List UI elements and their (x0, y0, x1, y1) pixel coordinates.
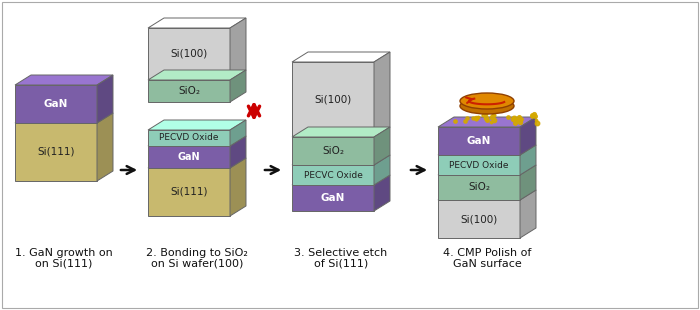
Polygon shape (148, 146, 230, 168)
Polygon shape (230, 120, 246, 146)
Polygon shape (438, 145, 536, 155)
Text: PECVD Oxide: PECVD Oxide (449, 161, 509, 170)
Polygon shape (374, 175, 390, 211)
Polygon shape (292, 127, 390, 137)
Polygon shape (374, 52, 390, 137)
Polygon shape (230, 70, 246, 102)
Polygon shape (438, 117, 536, 127)
Polygon shape (230, 18, 246, 80)
Polygon shape (520, 165, 536, 200)
Polygon shape (15, 123, 97, 181)
Text: SiO₂: SiO₂ (178, 86, 200, 96)
Text: Si(100): Si(100) (170, 49, 208, 59)
Polygon shape (438, 175, 520, 200)
Ellipse shape (460, 93, 514, 109)
Polygon shape (292, 62, 374, 137)
Polygon shape (438, 190, 536, 200)
Polygon shape (148, 120, 246, 130)
Text: of Si(111): of Si(111) (314, 259, 368, 269)
Polygon shape (148, 70, 246, 80)
Polygon shape (97, 113, 113, 181)
Text: Si(111): Si(111) (37, 147, 75, 157)
Text: GaN: GaN (321, 193, 345, 203)
Polygon shape (292, 52, 390, 62)
Polygon shape (520, 117, 536, 155)
Polygon shape (148, 130, 230, 146)
Text: SiO₂: SiO₂ (322, 146, 344, 156)
Text: Si(111): Si(111) (170, 187, 208, 197)
Polygon shape (148, 28, 230, 80)
Polygon shape (15, 75, 113, 85)
Polygon shape (230, 136, 246, 168)
Text: 4. CMP Polish of: 4. CMP Polish of (443, 248, 531, 258)
Polygon shape (97, 75, 113, 123)
Text: PECVC Oxide: PECVC Oxide (304, 170, 363, 179)
Text: 1. GaN growth on: 1. GaN growth on (15, 248, 113, 258)
Polygon shape (148, 18, 246, 28)
Text: PECVD Oxide: PECVD Oxide (160, 134, 218, 143)
Text: GaN: GaN (178, 152, 200, 162)
Text: on Si wafer(100): on Si wafer(100) (150, 259, 243, 269)
Polygon shape (292, 165, 374, 185)
Polygon shape (438, 127, 520, 155)
Text: GaN: GaN (44, 99, 68, 109)
Polygon shape (374, 155, 390, 185)
Polygon shape (374, 127, 390, 165)
Text: Si(100): Si(100) (314, 95, 351, 104)
Polygon shape (292, 185, 374, 211)
Text: GaN: GaN (467, 136, 491, 146)
Polygon shape (148, 80, 230, 102)
Polygon shape (520, 190, 536, 238)
Polygon shape (438, 165, 536, 175)
Polygon shape (292, 175, 390, 185)
Polygon shape (148, 158, 246, 168)
Text: SiO₂: SiO₂ (468, 183, 490, 193)
Text: GaN surface: GaN surface (453, 259, 522, 269)
Polygon shape (292, 137, 374, 165)
Polygon shape (15, 113, 113, 123)
Polygon shape (292, 155, 390, 165)
Polygon shape (438, 155, 520, 175)
Polygon shape (15, 85, 97, 123)
Polygon shape (148, 168, 230, 216)
Text: on Si(111): on Si(111) (35, 259, 92, 269)
Polygon shape (520, 145, 536, 175)
Text: Si(100): Si(100) (461, 214, 498, 224)
Text: 3. Selective etch: 3. Selective etch (295, 248, 388, 258)
Polygon shape (438, 200, 520, 238)
Ellipse shape (460, 98, 514, 114)
Text: 2. Bonding to SiO₂: 2. Bonding to SiO₂ (146, 248, 248, 258)
Polygon shape (230, 158, 246, 216)
Polygon shape (148, 136, 246, 146)
